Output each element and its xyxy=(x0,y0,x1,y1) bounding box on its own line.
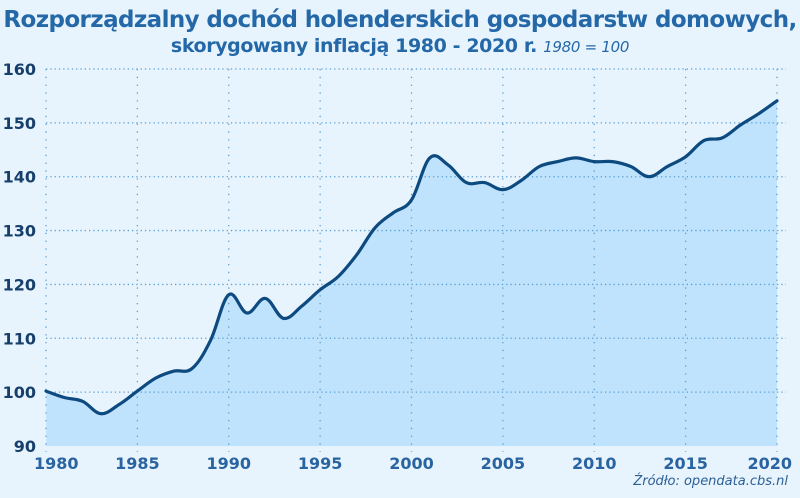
x-tick-label: 1995 xyxy=(298,454,343,473)
subtitle-base-note: 1980 = 100 xyxy=(543,38,630,56)
subtitle-text: skorygowany inflacją 1980 - 2020 r. xyxy=(170,35,537,57)
chart-subtitle: skorygowany inflacją 1980 - 2020 r. 1980… xyxy=(0,34,800,59)
area-fill xyxy=(46,100,777,447)
y-tick-label: 160 xyxy=(3,60,36,79)
x-tick-label: 2020 xyxy=(747,454,792,473)
source-note: Źródło: opendata.cbs.nl xyxy=(633,474,788,489)
y-tick-label: 120 xyxy=(3,275,36,294)
y-tick-label: 150 xyxy=(3,114,36,133)
x-tick-label: 1980 xyxy=(34,454,79,473)
chart-title: Rozporządzalny dochód holenderskich gosp… xyxy=(3,7,797,33)
y-tick-label: 100 xyxy=(3,383,36,402)
x-tick-label: 2015 xyxy=(663,454,708,473)
y-axis-labels: 90 100 110 120 130 140 150 160 xyxy=(3,60,36,456)
x-tick-label: 2010 xyxy=(572,454,617,473)
y-tick-label: 140 xyxy=(3,168,36,187)
x-tick-label: 2000 xyxy=(389,454,434,473)
data-line xyxy=(44,99,779,416)
x-tick-label: 1990 xyxy=(206,454,251,473)
gridlines xyxy=(45,68,786,452)
x-tick-label: 1985 xyxy=(115,454,160,473)
x-axis-labels: 1980 1985 1990 1995 2000 2005 2010 2015 2020 xyxy=(34,454,792,473)
y-tick-label: 90 xyxy=(14,437,36,456)
x-tick-label: 2005 xyxy=(481,454,526,473)
y-tick-label: 110 xyxy=(3,329,36,348)
y-tick-label: 130 xyxy=(3,222,36,241)
axis-fade xyxy=(38,380,48,448)
